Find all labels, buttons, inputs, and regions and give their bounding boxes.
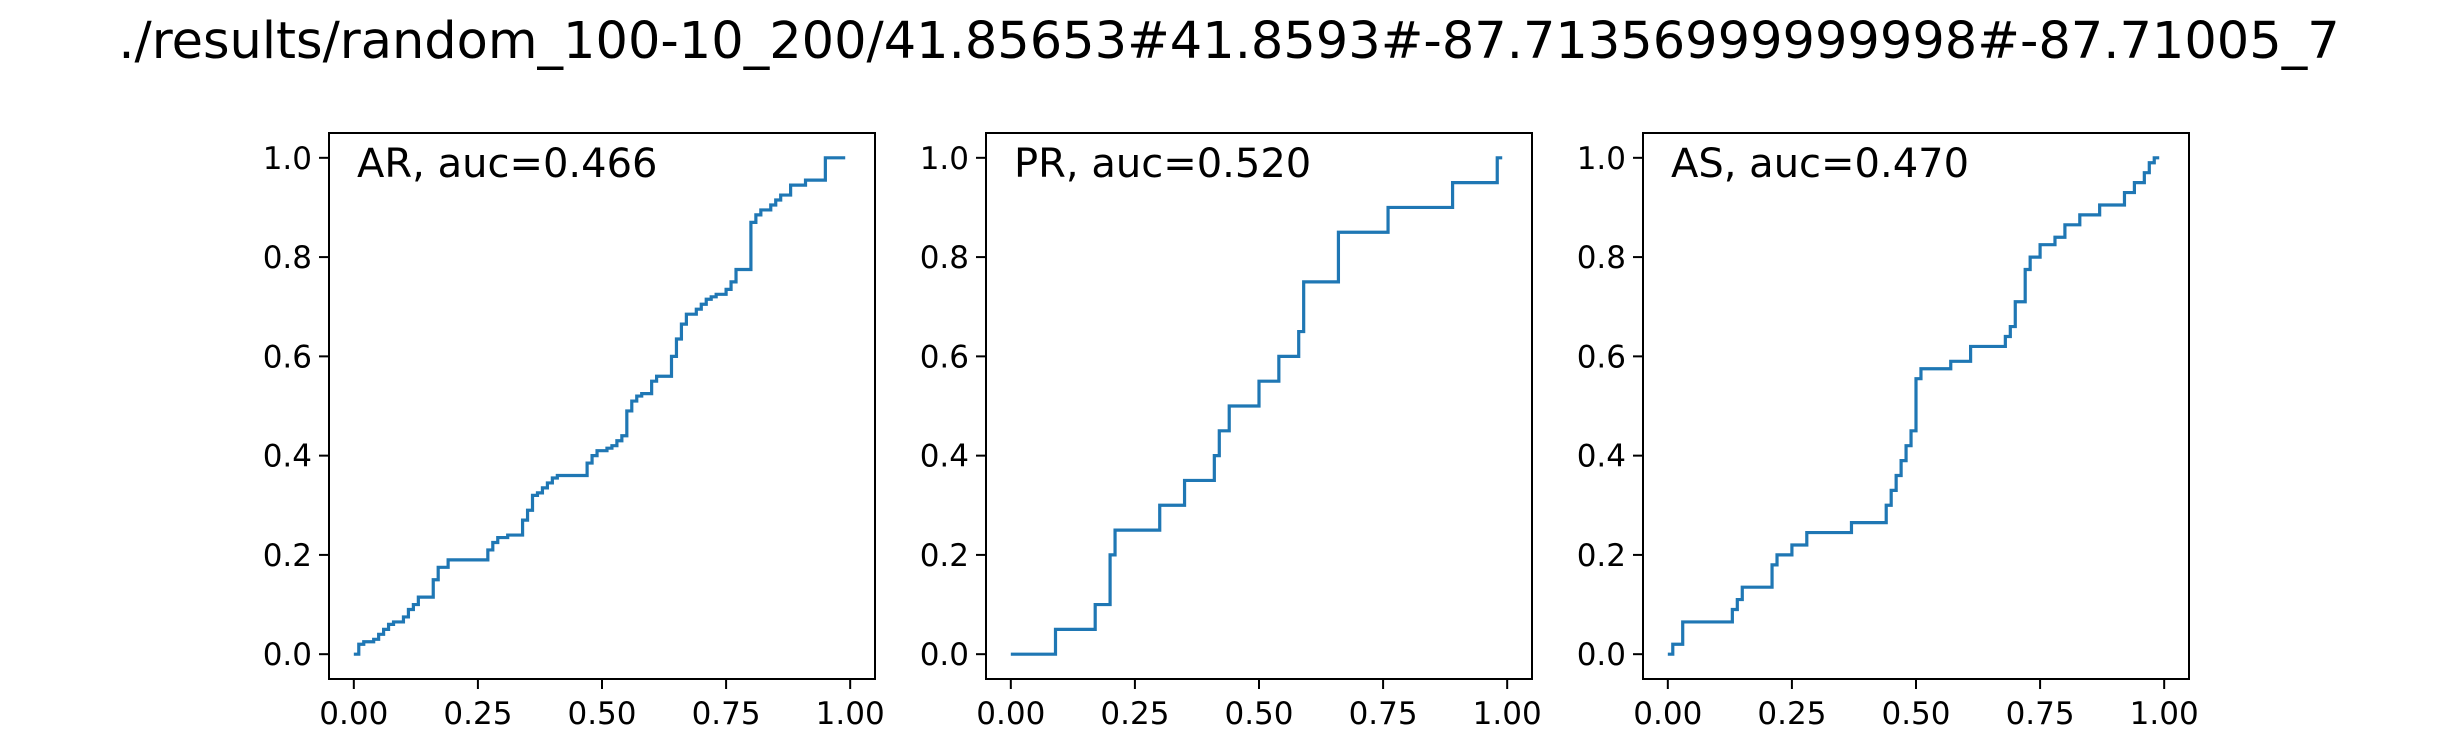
subplot-3: 0.00 0.25 0.50 0.75 1.00 0.0 0.2 0.4 0.6 0.8 1.0 AS… xyxy=(1577,132,2199,732)
x-tick-label: 0.25 xyxy=(1757,696,1826,732)
subplot-panels: 0.00 0.25 0.50 0.75 1.00 0.0 0.2 0.4 0.6 0.8 1.0 AR… xyxy=(263,132,2199,732)
auc-annotation: AR, auc=0.466 xyxy=(357,141,657,187)
x-tick-label: 0.25 xyxy=(443,696,512,732)
x-tick-label: 0.50 xyxy=(567,696,636,732)
series-line-1 xyxy=(353,156,846,656)
y-tick-label: 0.2 xyxy=(920,538,969,574)
x-tick-label: 0.75 xyxy=(1349,696,1418,732)
y-tick-label: 0.4 xyxy=(1577,439,1626,475)
y-tick-label: 0.2 xyxy=(263,538,312,574)
subplot-2: 0.00 0.25 0.50 0.75 1.00 0.0 0.2 0.4 0.6 0.8 1.0 PR… xyxy=(920,132,1542,732)
y-tick-label: 0.2 xyxy=(1577,538,1626,574)
y-tick-label: 1.0 xyxy=(1577,141,1626,177)
figure-suptitle: ./results/random_100-10_200/41.85653#41.… xyxy=(118,12,2339,71)
x-tick-label: 0.25 xyxy=(1100,696,1169,732)
x-tick-label: 0.00 xyxy=(319,696,388,732)
subplot-1: 0.00 0.25 0.50 0.75 1.00 0.0 0.2 0.4 0.6 0.8 1.0 AR… xyxy=(263,132,885,732)
y-tick-label: 0.6 xyxy=(920,339,969,375)
y-tick-label: 0.0 xyxy=(263,637,312,673)
x-tick-label: 0.00 xyxy=(976,696,1045,732)
y-tick-label: 0.6 xyxy=(263,339,312,375)
y-tick-label: 0.8 xyxy=(263,240,312,276)
x-tick-label: 0.50 xyxy=(1224,696,1293,732)
y-tick-label: 0.4 xyxy=(263,439,312,475)
series-line-1 xyxy=(1667,156,2160,656)
x-tick-label: 1.00 xyxy=(2130,696,2199,732)
x-tick-label: 0.75 xyxy=(692,696,761,732)
y-tick-label: 0.0 xyxy=(1577,637,1626,673)
x-tick-label: 0.75 xyxy=(2006,696,2075,732)
x-tick-label: 1.00 xyxy=(816,696,885,732)
auc-annotation: AS, auc=0.470 xyxy=(1671,141,1969,187)
series-line-1 xyxy=(1010,156,1503,656)
y-tick-label: 0.8 xyxy=(1577,240,1626,276)
x-tick-label: 0.50 xyxy=(1881,696,1950,732)
y-tick-label: 0.6 xyxy=(1577,339,1626,375)
y-tick-label: 1.0 xyxy=(920,141,969,177)
y-tick-label: 0.4 xyxy=(920,439,969,475)
y-tick-label: 1.0 xyxy=(263,141,312,177)
x-tick-label: 0.00 xyxy=(1633,696,1702,732)
y-tick-label: 0.0 xyxy=(920,637,969,673)
y-tick-label: 0.8 xyxy=(920,240,969,276)
auc-annotation: PR, auc=0.520 xyxy=(1014,141,1311,187)
x-tick-label: 1.00 xyxy=(1473,696,1542,732)
